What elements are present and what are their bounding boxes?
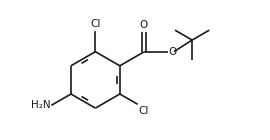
Text: Cl: Cl: [138, 106, 148, 116]
Text: H₂N: H₂N: [32, 100, 51, 110]
Text: O: O: [168, 47, 176, 57]
Text: O: O: [140, 20, 148, 30]
Text: Cl: Cl: [90, 19, 101, 29]
